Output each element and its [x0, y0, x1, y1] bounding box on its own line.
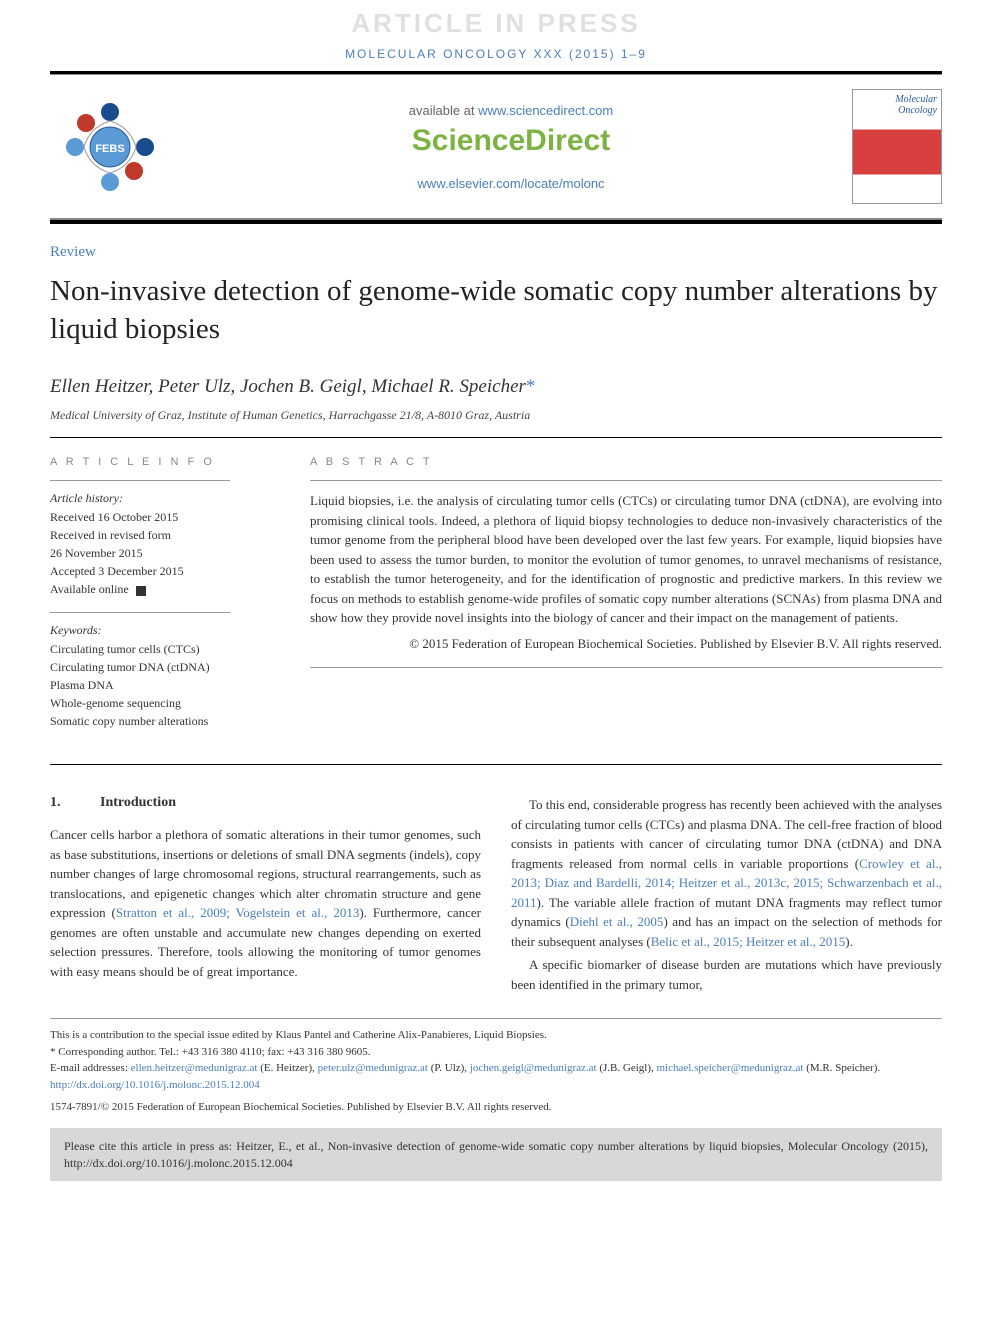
article-type: Review: [50, 244, 942, 261]
column-right: To this end, considerable progress has r…: [511, 795, 942, 998]
email-name: (J.B. Geigl): [599, 1062, 651, 1074]
available-text: available at www.sciencedirect.com: [170, 103, 852, 118]
abstract: A B S T R A C T Liquid biopsies, i.e. th…: [310, 456, 942, 744]
copyright: © 2015 Federation of European Biochemica…: [310, 634, 942, 654]
available-online-label: Available online: [50, 582, 129, 596]
info-divider: [50, 612, 230, 613]
affiliation: Medical University of Graz, Institute of…: [50, 408, 942, 423]
febs-logo: FEBS: [50, 92, 170, 202]
section-divider: [50, 764, 942, 765]
citation-box: Please cite this article in press as: He…: [50, 1128, 942, 1182]
section-title: 1.Introduction: [50, 795, 481, 811]
doi-link[interactable]: http://dx.doi.org/10.1016/j.molonc.2015.…: [50, 1077, 942, 1094]
section-number: 1.: [50, 795, 100, 811]
info-abstract-row: A R T I C L E I N F O Article history: R…: [50, 456, 942, 744]
email-link[interactable]: michael.speicher@medunigraz.at: [657, 1062, 804, 1074]
email-link[interactable]: ellen.heitzer@medunigraz.at: [131, 1062, 258, 1074]
issn-line: 1574-7891/© 2015 Federation of European …: [50, 1099, 942, 1116]
header-rule-bottom: [50, 218, 942, 224]
header-box: FEBS available at www.sciencedirect.com …: [50, 74, 942, 218]
body-columns: 1.Introduction Cancer cells harbor a ple…: [50, 795, 942, 998]
history-label: Article history:: [50, 491, 280, 506]
footnote-issue: This is a contribution to the special is…: [50, 1027, 942, 1044]
email-label: E-mail addresses:: [50, 1062, 131, 1074]
keywords-block: Keywords: Circulating tumor cells (CTCs)…: [50, 623, 280, 730]
abstract-divider: [310, 480, 942, 481]
history-line: Accepted 3 December 2015: [50, 562, 280, 580]
keyword: Somatic copy number alterations: [50, 712, 280, 730]
journal-cover-thumbnail: [852, 89, 942, 204]
history-block: Article history: Received 16 October 201…: [50, 491, 280, 598]
email-name: (E. Heitzer): [260, 1062, 312, 1074]
footnote-corresponding: * Corresponding author. Tel.: +43 316 38…: [50, 1044, 942, 1061]
article-info: A R T I C L E I N F O Article history: R…: [50, 456, 280, 744]
history-line: Received in revised form: [50, 526, 280, 544]
corr-text: Corresponding author. Tel.: +43 316 380 …: [58, 1046, 370, 1058]
authors: Ellen Heitzer, Peter Ulz, Jochen B. Geig…: [50, 376, 942, 398]
abstract-heading: A B S T R A C T: [310, 456, 942, 468]
paragraph: A specific biomarker of disease burden a…: [511, 955, 942, 994]
corresponding-marker: *: [526, 376, 536, 397]
email-name: (M.R. Speicher).: [806, 1062, 880, 1074]
email-link[interactable]: jochen.geigl@medunigraz.at: [470, 1062, 597, 1074]
keyword: Circulating tumor cells (CTCs): [50, 640, 280, 658]
paragraph: Cancer cells harbor a plethora of somati…: [50, 825, 481, 981]
column-left: 1.Introduction Cancer cells harbor a ple…: [50, 795, 481, 998]
online-icon: [136, 586, 146, 596]
email-link[interactable]: peter.ulz@medunigraz.at: [318, 1062, 428, 1074]
text: ).: [845, 934, 853, 949]
citation[interactable]: Diehl et al., 2005: [570, 914, 664, 929]
available-prefix: available at: [409, 103, 478, 118]
keyword: Circulating tumor DNA (ctDNA): [50, 658, 280, 676]
footnotes: This is a contribution to the special is…: [50, 1018, 942, 1116]
history-line: Received 16 October 2015: [50, 508, 280, 526]
keywords-label: Keywords:: [50, 623, 280, 638]
footnote-emails: E-mail addresses: ellen.heitzer@medunigr…: [50, 1060, 942, 1077]
keyword: Plasma DNA: [50, 676, 280, 694]
email-name: (P. Ulz): [431, 1062, 465, 1074]
sciencedirect-link[interactable]: www.sciencedirect.com: [478, 103, 613, 118]
history-line: Available online: [50, 580, 280, 598]
citation[interactable]: Belic et al., 2015; Heitzer et al., 2015: [651, 934, 846, 949]
article-title: Non-invasive detection of genome-wide so…: [50, 273, 942, 348]
author-names: Ellen Heitzer, Peter Ulz, Jochen B. Geig…: [50, 376, 526, 397]
abstract-divider-bottom: [310, 667, 942, 668]
info-divider: [50, 480, 230, 481]
sciencedirect-logo: ScienceDirect: [170, 124, 852, 158]
svg-text:FEBS: FEBS: [95, 143, 124, 155]
divider: [50, 437, 942, 438]
header-center: available at www.sciencedirect.com Scien…: [170, 103, 852, 191]
paragraph: To this end, considerable progress has r…: [511, 795, 942, 951]
journal-url[interactable]: www.elsevier.com/locate/molonc: [170, 176, 852, 191]
citation[interactable]: Stratton et al., 2009; Vogelstein et al.…: [116, 905, 359, 920]
history-line: 26 November 2015: [50, 544, 280, 562]
journal-reference: MOLECULAR ONCOLOGY XXX (2015) 1–9: [0, 43, 992, 71]
info-heading: A R T I C L E I N F O: [50, 456, 280, 468]
watermark: ARTICLE IN PRESS: [0, 0, 992, 43]
keyword: Whole-genome sequencing: [50, 694, 280, 712]
section-heading: Introduction: [100, 795, 176, 810]
abstract-text: Liquid biopsies, i.e. the analysis of ci…: [310, 491, 942, 628]
